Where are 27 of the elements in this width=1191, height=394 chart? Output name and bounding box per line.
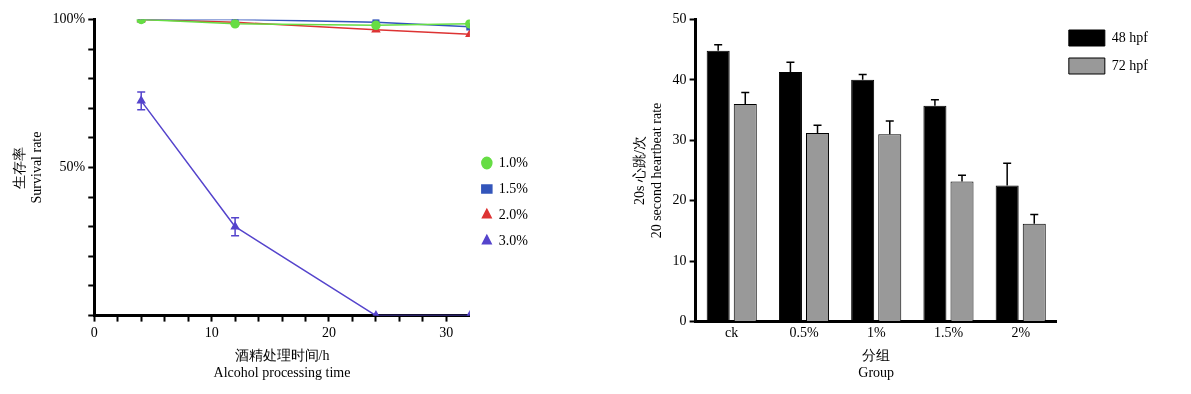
y-tick-label: 50% [59,159,86,175]
legend-label: 72 hpf [1111,57,1149,73]
x-tick-label: 20 [322,324,336,340]
y-axis-title: 20s 心跳/次 20 second heartbeat rate [632,102,664,239]
legend-label: 2.0% [498,206,529,222]
x-axis-title: 分组 Group [858,348,895,381]
x-tick-label: 0 [90,324,98,340]
x-tick-label: 1% [866,324,886,340]
y-tick-label: 100% [52,11,86,27]
x-tick-label: 10 [204,324,219,340]
x-tick-label: 1.5% [933,324,964,340]
x-tick-label: 0.5% [789,324,819,340]
legend-label: 1.0% [498,154,529,170]
y-tick-label: 10 [672,252,687,268]
legend-label: 3.0% [498,232,529,248]
x-tick-label: 2% [1011,324,1031,340]
x-tick-label: ck [725,324,739,340]
x-tick-label: 30 [439,324,454,340]
x-axis-title: 酒精处理时间/h Alcohol processing time [213,348,351,381]
y-tick-label: 50 [672,11,687,27]
y-tick-label: 0 [679,313,687,329]
legend-label: 1.5% [498,180,529,196]
y-tick-label: 20 [672,192,687,208]
legend-label: 48 hpf [1111,29,1149,45]
y-tick-label: 40 [672,71,687,87]
y-tick-label: 30 [672,131,687,147]
y-axis-title: 生存率 Survival rate [12,131,44,204]
